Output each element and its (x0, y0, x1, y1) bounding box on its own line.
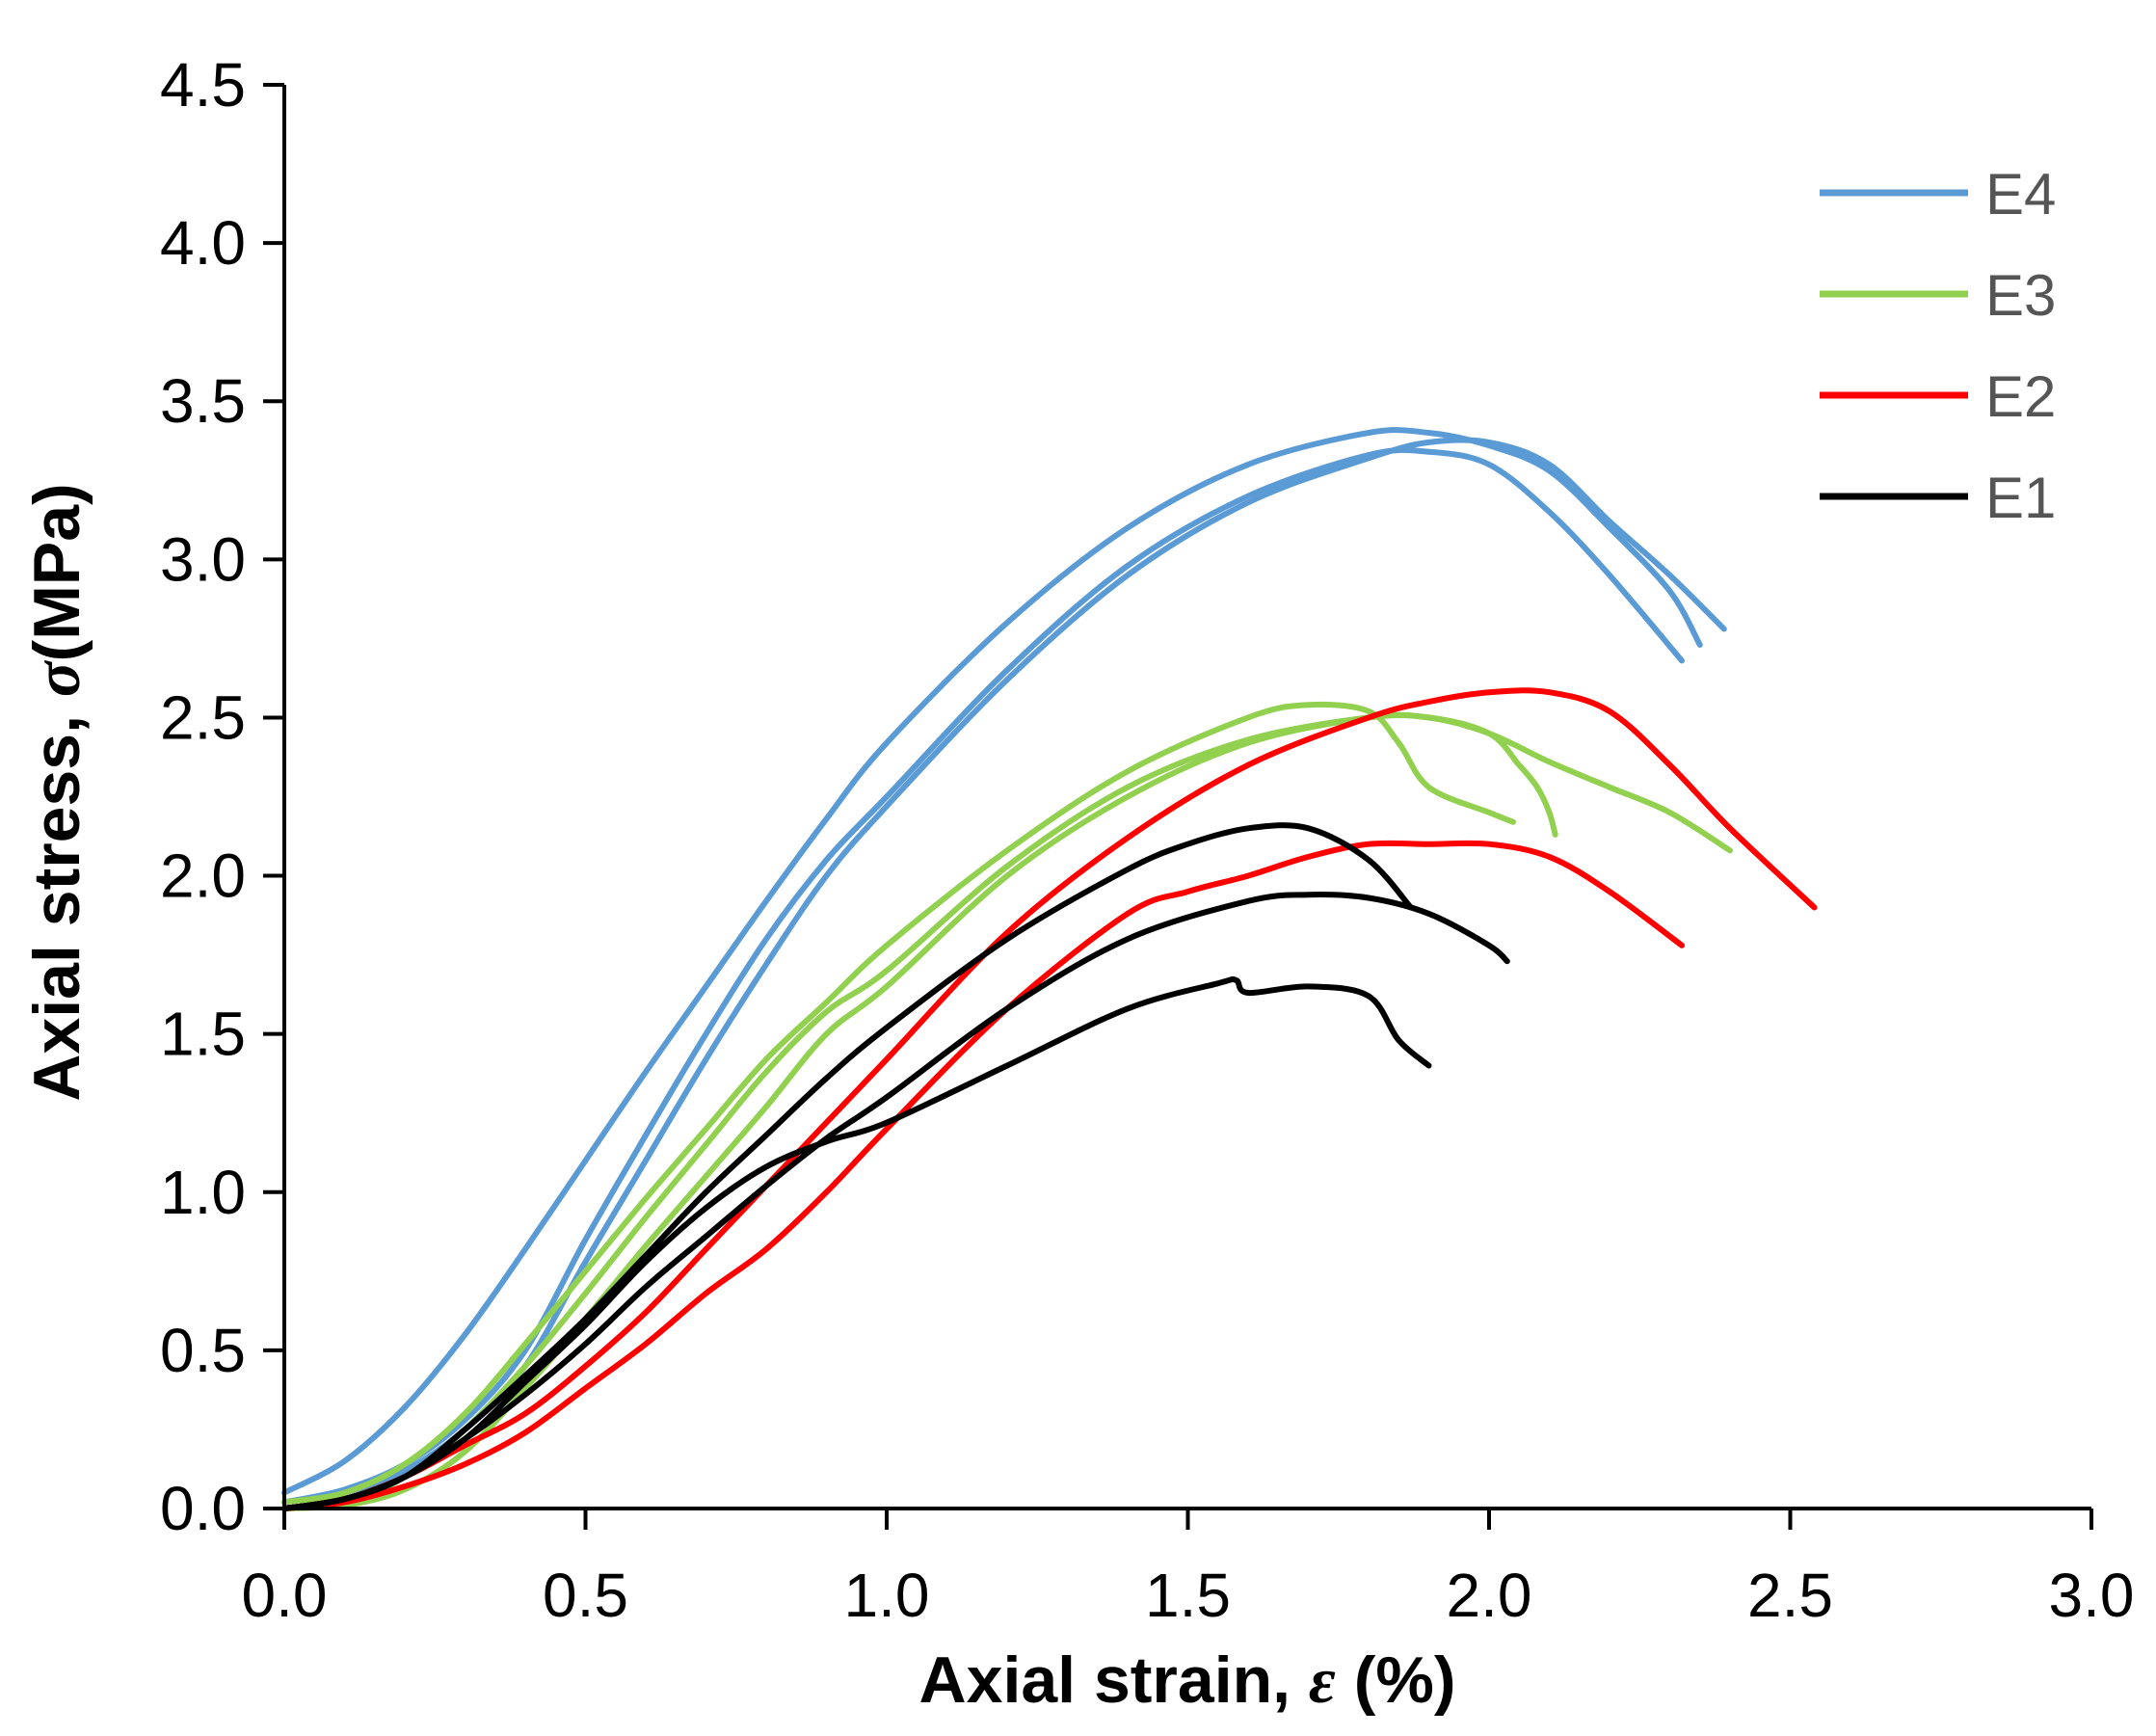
y-tick-label: 4.0 (160, 208, 246, 278)
y-tick-label: 2.5 (160, 682, 246, 752)
legend-label-e1: E1 (1985, 466, 2056, 530)
y-tick-label: 3.5 (160, 366, 246, 436)
y-tick-label: 3.0 (160, 524, 246, 594)
series-line-e4-2 (281, 446, 1685, 1506)
x-tick-label: 1.5 (1145, 1561, 1231, 1630)
series-layer (281, 427, 1818, 1511)
x-tick-label: 3.0 (2049, 1561, 2135, 1630)
legend-label-e3: E3 (1985, 263, 2056, 328)
series-line-e4-3 (281, 437, 1727, 1506)
legend-label-e2: E2 (1985, 364, 2056, 429)
legend: E4 E3 E2 E1 (1820, 162, 2056, 530)
y-tick-label: 1.0 (160, 1158, 246, 1227)
x-tick-label: 0.5 (543, 1561, 628, 1630)
x-ticks: 0.0 0.5 1.0 1.5 2.0 2.5 3.0 (242, 1509, 2135, 1630)
x-tick-label: 2.5 (1747, 1561, 1833, 1630)
series-line-e1-9 (281, 822, 1414, 1511)
x-axis-title: Axial strain, ε (%) (919, 1643, 1456, 1717)
y-axis-title: Axial stress, σ(MPa) (20, 483, 93, 1101)
series-line-e3-5 (281, 711, 1558, 1511)
y-ticks: 0.0 0.5 1.0 1.5 2.0 2.5 3.0 3.5 4.0 4.5 (160, 50, 284, 1543)
legend-label-e4: E4 (1985, 162, 2056, 227)
x-tick-label: 2.0 (1447, 1561, 1532, 1630)
y-tick-label: 0.5 (160, 1316, 246, 1385)
series-line-e2-8 (281, 840, 1685, 1511)
x-tick-label: 0.0 (242, 1561, 328, 1630)
y-tick-label: 4.5 (160, 50, 246, 120)
series-line-e4-1 (281, 427, 1703, 1496)
x-tick-label: 1.0 (844, 1561, 930, 1630)
series-line-e1-11 (281, 975, 1432, 1511)
series-line-e3-4 (281, 701, 1516, 1506)
y-tick-label: 2.0 (160, 841, 246, 911)
y-tick-label: 0.0 (160, 1474, 246, 1543)
y-tick-label: 1.5 (160, 1000, 246, 1069)
